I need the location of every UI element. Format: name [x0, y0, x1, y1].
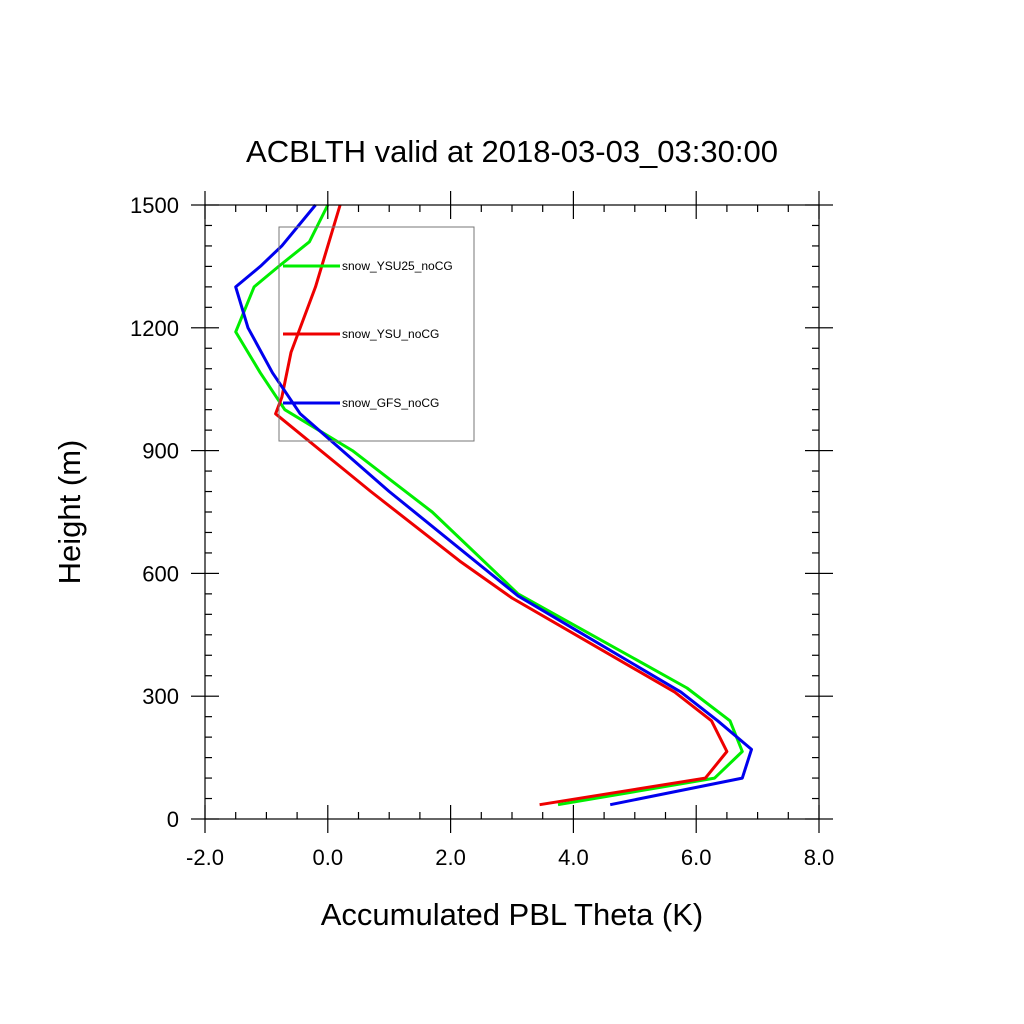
x-tick-label: -2.0 [186, 845, 224, 870]
legend: snow_YSU25_noCG snow_YSU_noCG snow_GFS_noC… [278, 226, 475, 442]
y-tick-label: 1200 [130, 316, 179, 341]
x-tick-label: 6.0 [681, 845, 712, 870]
series-line-snow_YSU_noCG [274, 204, 729, 807]
x-tick-label: 4.0 [558, 845, 589, 870]
legend-label: snow_GFS_noCG [342, 396, 439, 410]
y-tick-label: 1500 [130, 193, 179, 218]
series-line-snow_YSU25_noCG [234, 204, 744, 807]
series-layer [234, 204, 753, 807]
y-tick-label: 300 [142, 684, 179, 709]
chart-title: ACBLTH valid at 2018-03-03_03:30:00 [246, 134, 778, 169]
y-tick-label: 900 [142, 439, 179, 464]
plot-area [234, 204, 753, 807]
x-tick-label: 8.0 [804, 845, 835, 870]
x-tick-label: 0.0 [313, 845, 344, 870]
x-axis-label: Accumulated PBL Theta (K) [321, 897, 704, 932]
legend-box [278, 226, 475, 442]
series-line-snow_GFS_noCG [234, 204, 753, 807]
y-axis-label: Height (m) [52, 440, 87, 585]
legend-label: snow_YSU_noCG [342, 327, 439, 341]
y-tick-label: 0 [167, 807, 179, 832]
tick-labels-layer: -2.0 0.0 2.0 4.0 6.0 8.0 0 300 600 900 1200 1500 [130, 193, 834, 870]
x-tick-label: 2.0 [435, 845, 466, 870]
y-tick-label: 600 [142, 561, 179, 586]
legend-label: snow_YSU25_noCG [342, 259, 453, 273]
ticks-layer [191, 191, 833, 833]
